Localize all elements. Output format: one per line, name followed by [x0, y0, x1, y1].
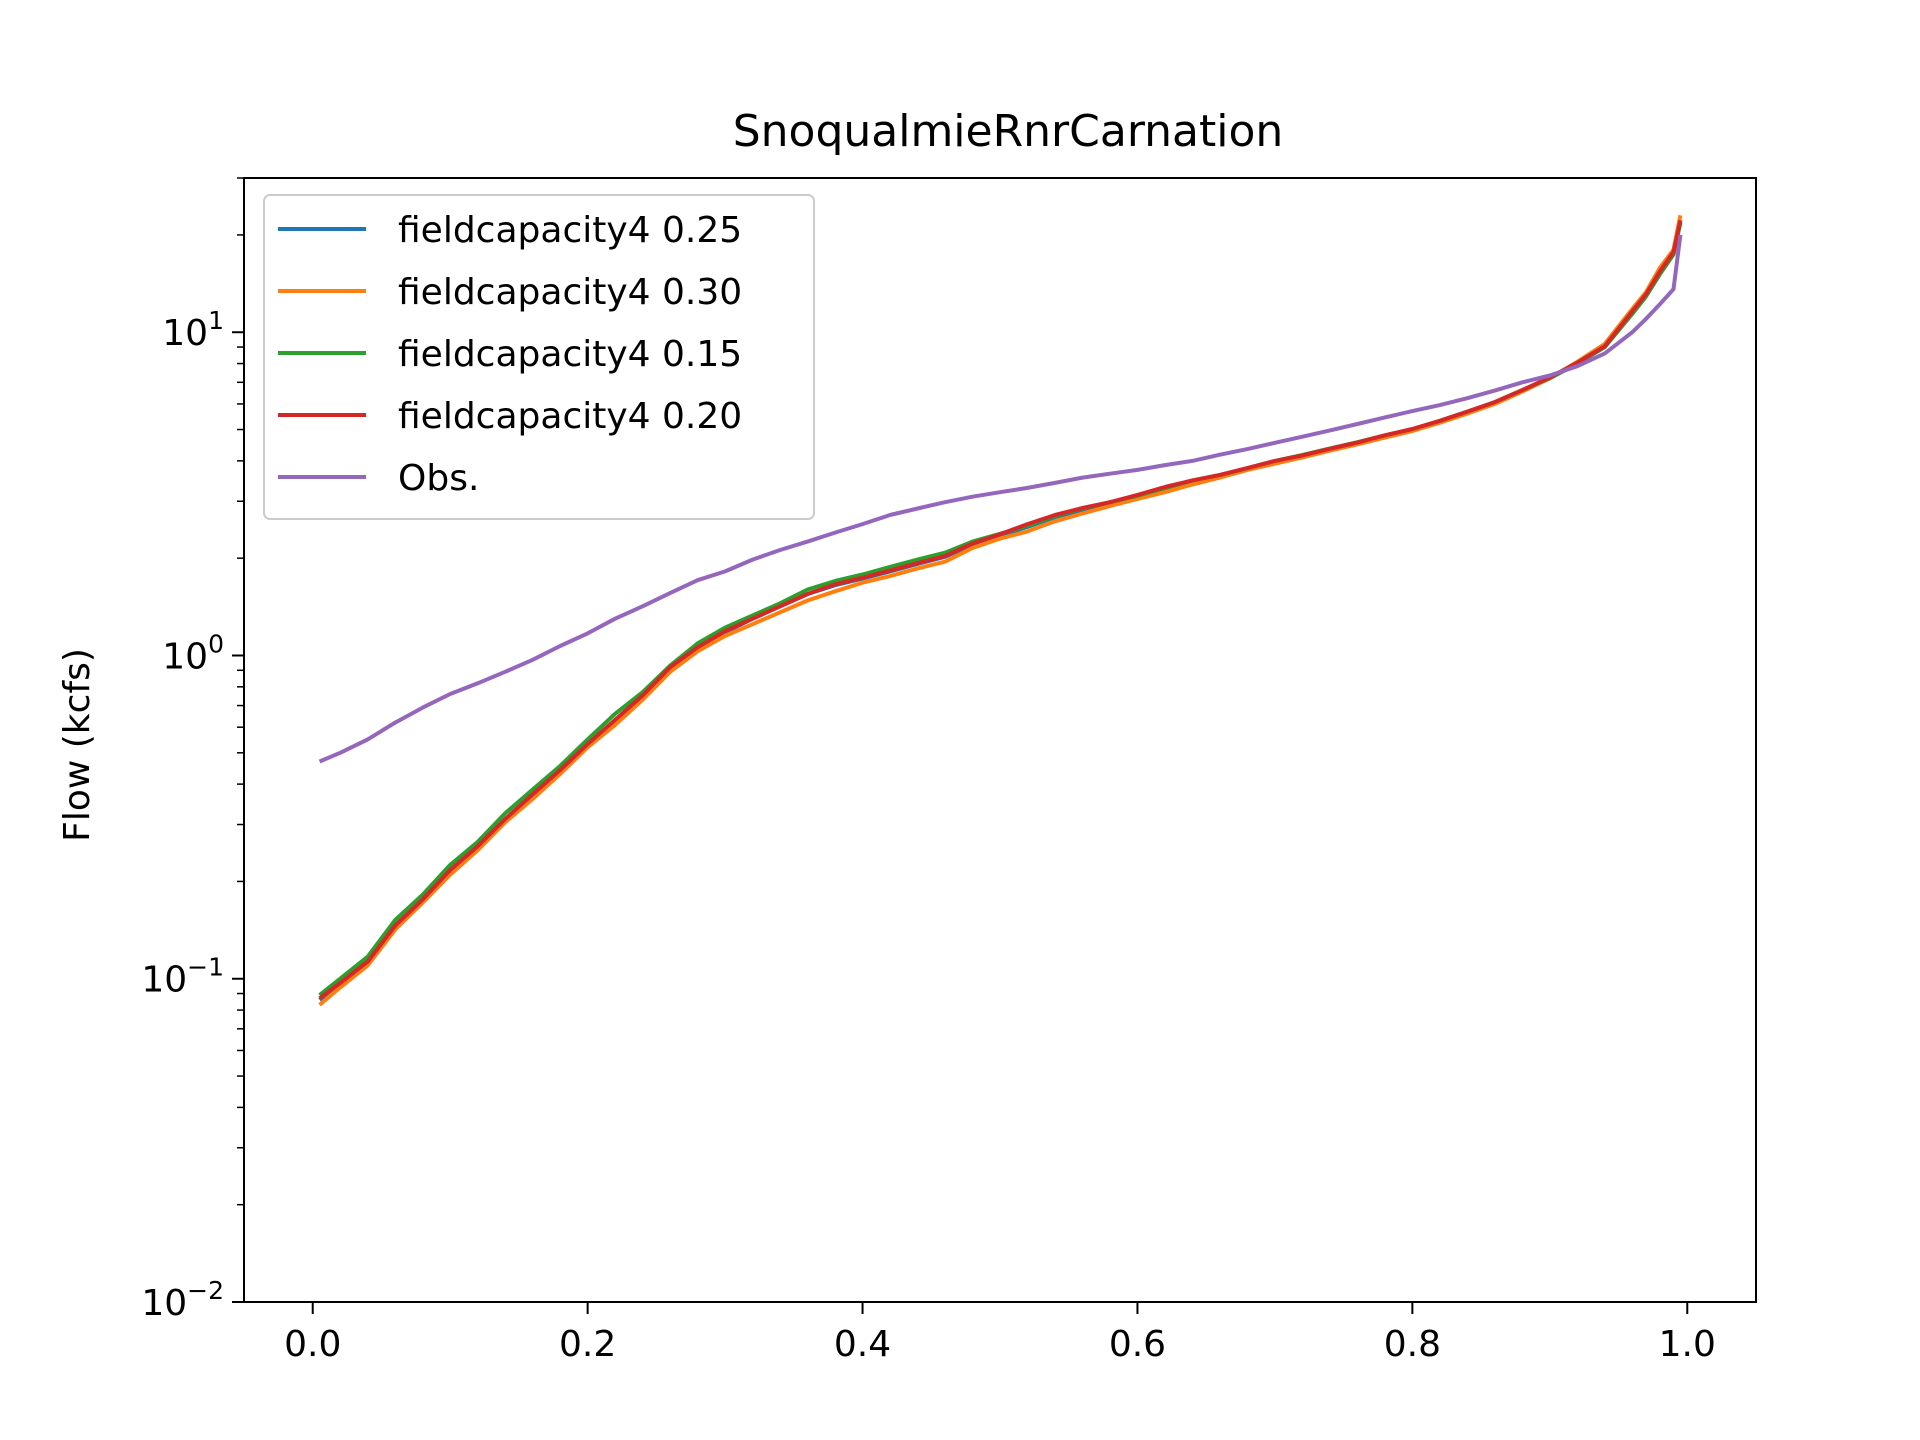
chart-title: SnoqualmieRnrCarnation [733, 106, 1284, 157]
legend-label: fieldcapacity4 0.25 [398, 210, 742, 251]
legend-label: fieldcapacity4 0.20 [398, 396, 742, 437]
plot-area [243, 177, 1757, 1303]
x-axis: 0.0 0.2 0.4 0.6 0.8 1.0 [284, 1302, 1716, 1365]
legend-label: fieldcapacity4 0.30 [398, 272, 742, 313]
legend-label: fieldcapacity4 0.15 [398, 334, 742, 375]
x-tick-label: 1.0 [1659, 1324, 1716, 1365]
series-line-obs [318, 234, 1683, 764]
series-line-fieldcapacity4-0-20 [318, 219, 1683, 1000]
x-tick-label: 0.8 [1384, 1324, 1441, 1365]
y-tick-label: 10−2 [141, 1276, 224, 1324]
y-tick-label: 101 [162, 306, 224, 354]
axes-frame [243, 177, 1757, 1303]
x-tick-label: 0.6 [1109, 1324, 1166, 1365]
y-tick-label: 10−1 [141, 953, 224, 1001]
y-axis-label: Flow (kcfs) [57, 648, 98, 842]
legend-label: Obs. [398, 458, 479, 499]
legend-box [263, 194, 815, 520]
x-tick-label: 0.4 [834, 1324, 891, 1365]
x-tick-label: 0.2 [559, 1324, 616, 1365]
x-tick-label: 0.0 [284, 1324, 341, 1365]
y-tick-label: 100 [162, 629, 224, 677]
legend: fieldcapacity4 0.25 fieldcapacity4 0.30 fi… [263, 194, 815, 520]
y-axis: 10−2 10−1 100 101 [141, 177, 244, 1324]
